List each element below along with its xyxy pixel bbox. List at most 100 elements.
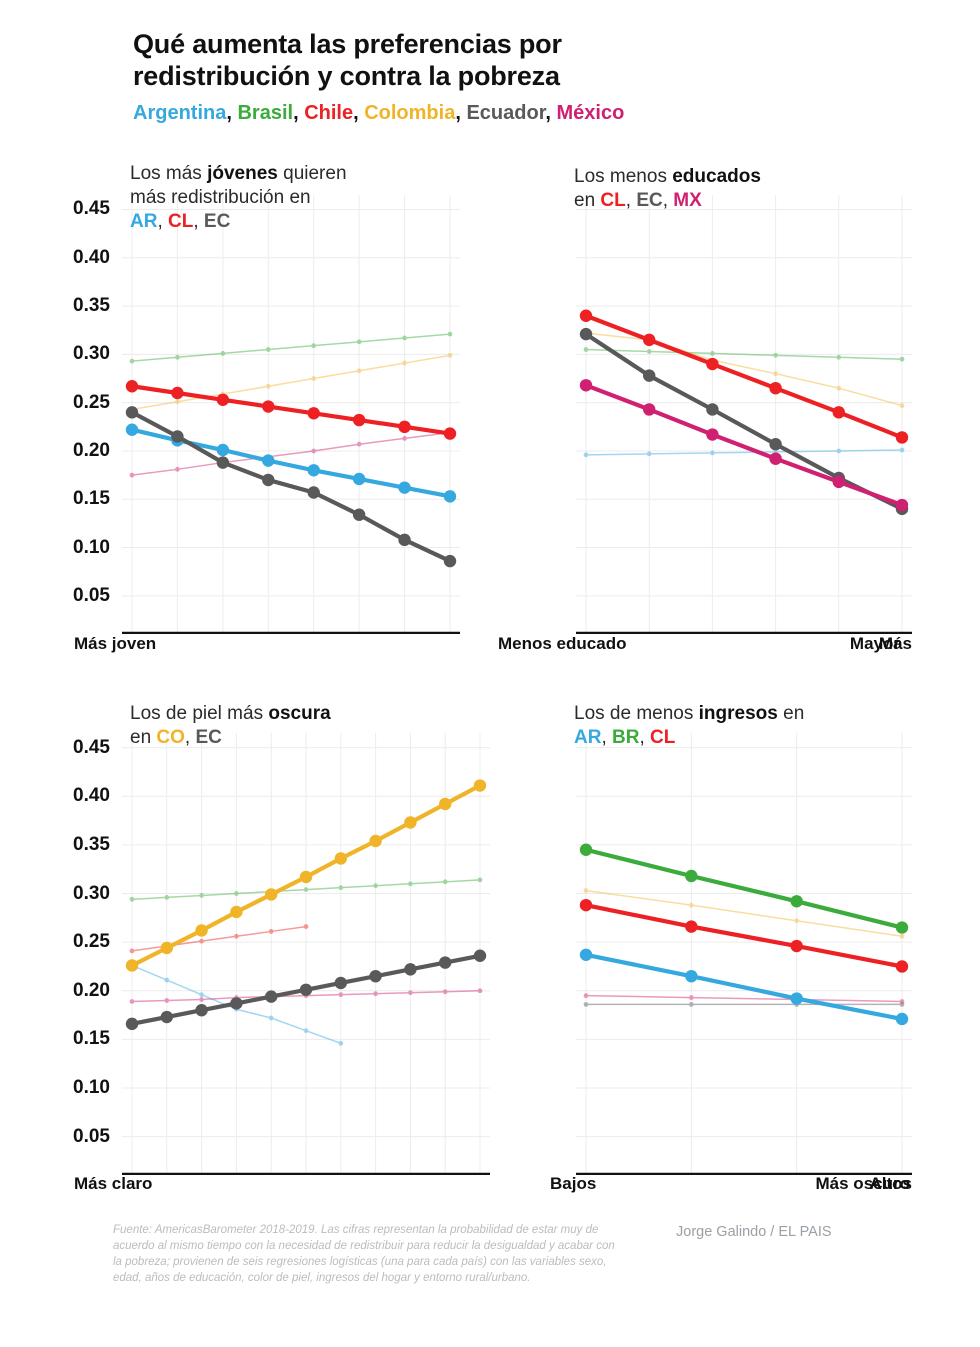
data-point — [352, 508, 366, 521]
data-point — [175, 399, 180, 405]
data-point — [199, 893, 204, 898]
data-point — [769, 438, 782, 451]
x-axis-label-right: Mayor — [849, 634, 900, 653]
series-cl — [129, 924, 309, 954]
data-point — [129, 472, 135, 478]
series-line — [585, 889, 903, 938]
data-point — [307, 486, 320, 499]
data-point — [230, 997, 243, 1010]
data-point — [402, 360, 407, 366]
data-point — [369, 969, 382, 983]
series-line — [583, 952, 905, 1022]
data-point — [794, 918, 800, 924]
data-point — [373, 883, 378, 889]
data-point — [216, 456, 230, 469]
data-point — [125, 959, 139, 972]
y-axis-tick-label: 0.40 — [73, 785, 110, 807]
data-point — [583, 347, 589, 352]
x-axis-label-left: Más joven — [74, 634, 157, 653]
series-mx — [583, 993, 905, 1004]
data-point — [579, 379, 593, 392]
series-line — [583, 903, 905, 969]
data-point — [195, 924, 208, 937]
data-point — [579, 327, 593, 341]
data-point — [836, 385, 842, 391]
subtitle-text: oscura — [268, 703, 331, 724]
data-point — [408, 990, 413, 996]
source-note: Fuente: AmericasBarometer 2018-2019. Las… — [113, 1224, 615, 1284]
series-line — [583, 313, 905, 440]
data-point — [688, 995, 694, 1000]
series-line — [585, 348, 903, 360]
data-point — [710, 450, 715, 456]
data-point — [398, 533, 411, 547]
data-point — [164, 998, 170, 1003]
author-credit: Jorge Galindo / EL PAIS — [676, 1224, 832, 1240]
data-point — [447, 352, 453, 358]
data-point — [769, 452, 782, 465]
data-point — [220, 351, 226, 356]
series-br — [129, 331, 453, 364]
data-point — [311, 376, 317, 381]
y-axis-tick-label: 0.45 — [73, 736, 110, 758]
legend-separator: , — [226, 102, 238, 124]
data-point — [899, 999, 905, 1004]
y-axis-tick-label: 0.35 — [73, 295, 110, 317]
data-point — [129, 948, 135, 954]
data-point — [443, 490, 457, 503]
data-point — [899, 933, 905, 939]
x-axis-label-left: Más claro — [74, 1174, 153, 1193]
data-point — [303, 887, 309, 893]
data-point — [311, 448, 317, 454]
data-point — [790, 939, 803, 953]
subtitle-text: quieren — [277, 163, 347, 184]
data-point — [199, 992, 204, 998]
data-point — [402, 335, 407, 341]
subtitle-text: jóvenes — [207, 163, 278, 184]
series-ar — [583, 447, 905, 458]
series-line — [129, 410, 453, 564]
data-point — [129, 358, 135, 364]
data-point — [685, 920, 698, 933]
data-point — [311, 343, 317, 349]
data-point — [643, 369, 656, 382]
legend-item-mx: México — [556, 102, 625, 124]
data-point — [447, 331, 453, 337]
data-point — [439, 797, 452, 811]
data-point — [303, 1028, 309, 1034]
series-ec — [583, 1001, 905, 1007]
data-point — [899, 447, 905, 453]
series-br — [583, 347, 905, 362]
data-point — [125, 1017, 139, 1031]
data-point — [773, 371, 778, 377]
data-point — [265, 347, 271, 352]
series-line — [131, 431, 451, 476]
data-point — [234, 933, 239, 939]
data-point — [895, 960, 909, 973]
y-axis-tick-label: 0.25 — [73, 931, 110, 953]
data-point — [268, 929, 274, 934]
legend-item-cl: Chile — [304, 102, 354, 124]
data-point — [688, 902, 694, 908]
legend-item-br: Brasil — [237, 102, 294, 124]
legend-separator: , — [353, 102, 365, 124]
data-point — [836, 448, 842, 454]
data-point — [175, 466, 180, 472]
title-line-1: Qué aumenta las preferencias por — [133, 29, 562, 59]
y-axis-tick-label: 0.05 — [73, 584, 110, 606]
series-ec — [125, 406, 457, 568]
subtitle-text: ingresos — [698, 703, 778, 724]
data-point — [307, 464, 320, 477]
series-ar — [579, 948, 909, 1026]
subtitle-text: en — [777, 703, 805, 724]
y-axis-tick-label: 0.10 — [73, 536, 110, 558]
data-point — [171, 430, 184, 443]
data-point — [685, 869, 698, 883]
data-point — [338, 992, 344, 998]
series-line — [585, 449, 903, 456]
data-point — [265, 888, 278, 901]
data-point — [352, 472, 366, 486]
data-point — [790, 895, 803, 908]
data-point — [646, 451, 652, 457]
